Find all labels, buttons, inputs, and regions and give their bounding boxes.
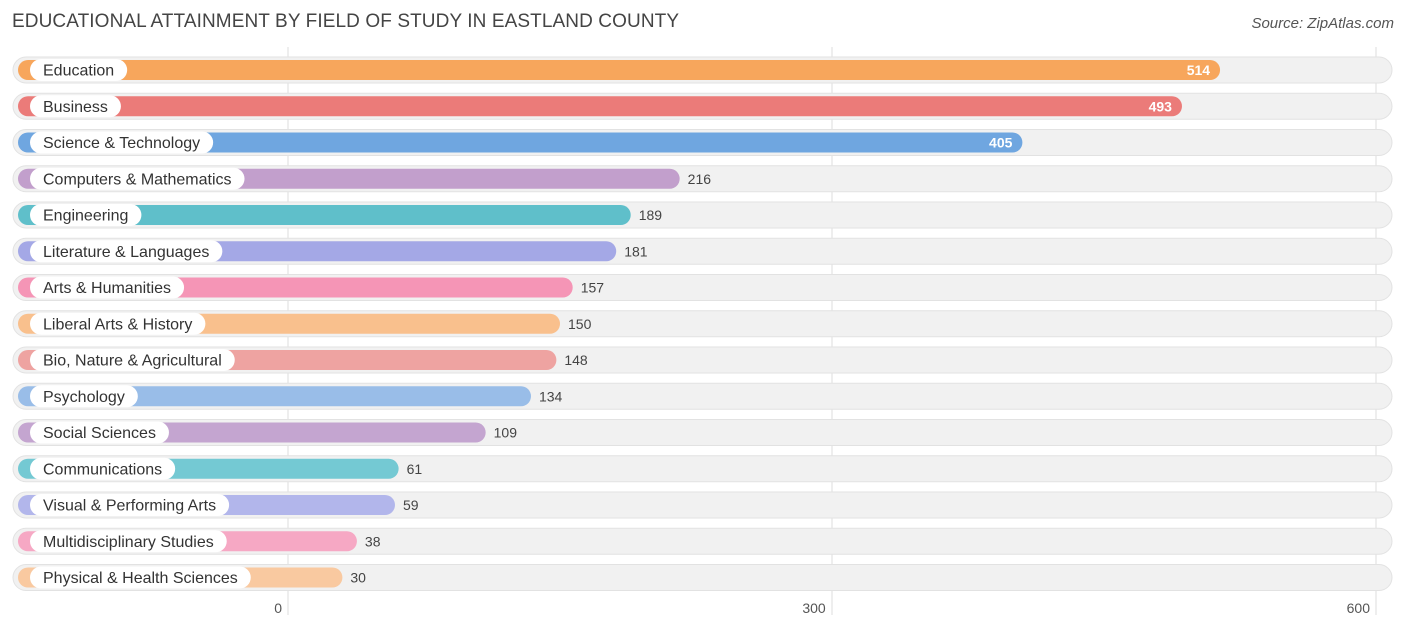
category-label: Visual & Performing Arts xyxy=(43,498,216,515)
category-label-pill xyxy=(30,131,214,154)
category-label-pill xyxy=(30,95,121,118)
category-label-pill xyxy=(30,204,142,226)
value-label: 493 xyxy=(1149,98,1173,114)
category-label: Physical & Health Sciences xyxy=(43,570,238,587)
value-label: 30 xyxy=(350,570,366,586)
bar-4 xyxy=(18,205,631,225)
category-label: Social Sciences xyxy=(43,425,156,442)
value-label: 38 xyxy=(365,533,381,549)
source-label: Source: ZipAtlas.com xyxy=(1251,15,1394,32)
value-label: 216 xyxy=(688,171,712,187)
category-label-pill xyxy=(30,530,227,553)
value-label: 150 xyxy=(568,316,592,332)
value-label: 61 xyxy=(407,461,423,477)
category-label: Multidisciplinary Studies xyxy=(43,534,214,551)
value-label: 405 xyxy=(989,135,1013,151)
category-label-pill xyxy=(30,276,185,299)
value-label: 181 xyxy=(624,243,648,259)
x-tick-label: 600 xyxy=(1347,600,1371,616)
category-label: Bio, Nature & Agricultural xyxy=(43,353,222,370)
category-label-pill xyxy=(30,240,223,263)
x-tick-label: 0 xyxy=(274,600,282,616)
value-label: 189 xyxy=(639,207,663,223)
category-label: Science & Technology xyxy=(43,135,200,152)
category-label: Psychology xyxy=(43,389,125,406)
category-label: Literature & Languages xyxy=(43,244,209,261)
category-label: Communications xyxy=(43,461,162,478)
bar-1 xyxy=(18,96,1182,117)
category-label-pill xyxy=(30,566,251,589)
chart-title: EDUCATIONAL ATTAINMENT BY FIELD OF STUDY… xyxy=(12,11,680,32)
category-label: Liberal Arts & History xyxy=(43,316,192,333)
value-label: 109 xyxy=(494,425,518,441)
category-label: Business xyxy=(43,99,108,116)
x-tick-label: 300 xyxy=(802,600,826,616)
category-label-pill xyxy=(30,494,230,516)
value-label: 134 xyxy=(539,388,563,404)
category-label: Engineering xyxy=(43,208,128,225)
value-label: 59 xyxy=(403,497,419,513)
bar-0 xyxy=(18,60,1221,80)
bar-track xyxy=(12,564,1393,591)
category-label-pill xyxy=(30,385,138,408)
value-label: 148 xyxy=(564,352,588,368)
category-label: Education xyxy=(43,63,114,80)
x-axis: 0 300 600 xyxy=(274,600,1370,616)
category-label: Arts & Humanities xyxy=(43,280,171,297)
value-label: 157 xyxy=(581,280,605,296)
category-label-pill xyxy=(30,312,206,335)
category-label-pill xyxy=(30,421,169,444)
bar-2 xyxy=(18,132,1023,153)
bar-track xyxy=(12,527,1393,555)
category-label-pill xyxy=(30,167,245,190)
value-label: 514 xyxy=(1187,62,1211,78)
category-label-pill xyxy=(30,59,128,81)
bar-rows: Education 514 Business 493 Science & Technol… xyxy=(12,56,1393,591)
category-label-pill xyxy=(30,457,176,480)
category-label: Computers & Mathematics xyxy=(43,171,232,188)
category-label-pill xyxy=(30,349,235,371)
bar-9 xyxy=(18,386,531,407)
